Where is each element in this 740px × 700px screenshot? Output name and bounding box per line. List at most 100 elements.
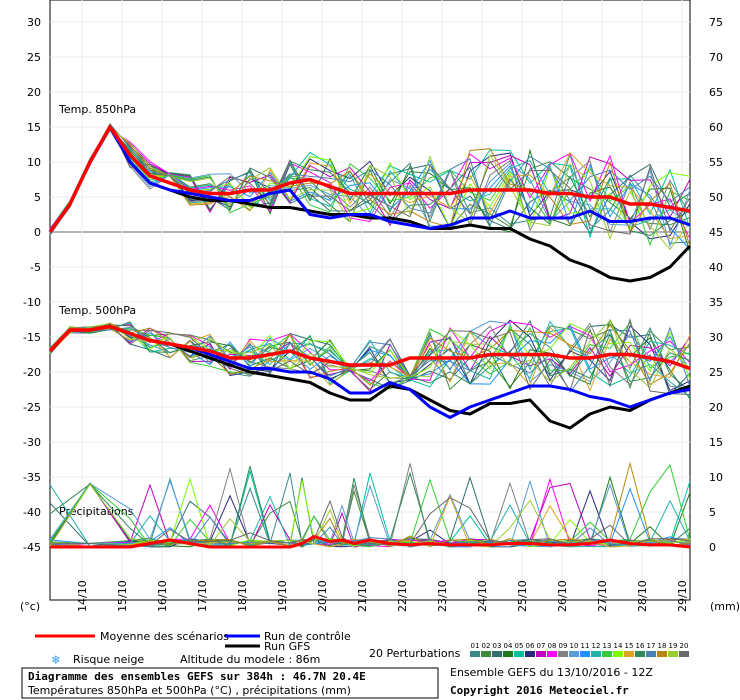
perturbation-number: 19 (669, 642, 678, 650)
left-tick-label: -10 (23, 296, 41, 309)
right-tick-label: 55 (709, 156, 723, 169)
perturbation-swatch (591, 651, 601, 657)
right-tick-label: 10 (709, 471, 723, 484)
perturbation-number: 09 (559, 642, 568, 650)
legend-gfs-label: Run GFS (264, 640, 310, 653)
perturbation-swatch (602, 651, 612, 657)
main-lines (48, 125, 692, 549)
label-t500: Temp. 500hPa (58, 304, 136, 317)
legend-mean-label: Moyenne des scénarios (100, 630, 229, 643)
right-tick-label: 35 (709, 296, 723, 309)
left-tick-label: 5 (34, 191, 41, 204)
right-tick-label: 45 (709, 226, 723, 239)
x-tick-label: 21/10 (356, 580, 369, 612)
perturbation-precip-line (49, 516, 691, 548)
x-tick-label: 15/10 (116, 580, 129, 612)
perturbation-t500-line (49, 322, 691, 390)
left-axis: 30 25 20 15 10 5 0 -5 -10 -15 -20 -25 -30 -35 -40 -45 (23, 16, 41, 554)
perturbation-swatch (492, 651, 502, 657)
left-tick-label: 30 (27, 16, 41, 29)
perturbation-swatch (635, 651, 645, 657)
perturbation-t500-line (49, 321, 691, 390)
snowflake-icon: ❄ (51, 653, 60, 668)
x-tick-label: 19/10 (276, 580, 289, 612)
perturbation-swatch (679, 651, 689, 657)
perturbation-swatch (536, 651, 546, 657)
right-tick-label: 20 (709, 401, 723, 414)
footer-title: Diagramme des ensembles GEFS sur 384h : … (28, 670, 366, 683)
legend-snow-label: Risque neige (73, 653, 144, 666)
right-tick-label: 50 (709, 191, 723, 204)
perturbation-legend: 01 02 03 04 05 06 07 08 09 10 11 12 13 14 15 16 17 18 19 20 (470, 642, 689, 657)
x-axis: 14/10 15/10 16/10 17/10 18/10 19/10 20/10 21/10… (76, 580, 689, 612)
left-tick-label: -35 (23, 471, 41, 484)
legend-control-label: Run de contrôle (264, 630, 351, 643)
right-tick-label: 40 (709, 261, 723, 274)
label-precip: Précipitations (59, 505, 134, 518)
left-tick-label: 0 (34, 226, 41, 239)
perturbation-t850-line (49, 125, 691, 240)
right-tick-label: 25 (709, 366, 723, 379)
t850-mean-line (48, 125, 691, 234)
right-tick-label: 5 (709, 506, 716, 519)
perturbation-precip-line (49, 497, 691, 547)
t500-mean-line (48, 324, 691, 371)
perturbation-swatch (624, 651, 634, 657)
legend-perturbations-label: 20 Perturbations (369, 647, 461, 660)
perturbation-swatch (547, 651, 557, 657)
x-tick-label: 22/10 (396, 580, 409, 612)
perturbation-number: 20 (680, 642, 689, 650)
perturbation-swatch (569, 651, 579, 657)
perturbation-number: 08 (548, 642, 557, 650)
right-tick-label: 65 (709, 86, 723, 99)
footer-subtitle: Températures 850hPa et 500hPa (°C) , pré… (27, 684, 351, 697)
perturbation-swatch (503, 651, 513, 657)
perturbation-t850-line (49, 125, 691, 247)
x-tick-label: 18/10 (236, 580, 249, 612)
left-tick-label: -5 (30, 261, 41, 274)
perturbation-swatch (613, 651, 623, 657)
perturbation-number: 10 (570, 642, 579, 650)
perturbation-number: 11 (581, 642, 590, 650)
perturbation-number: 07 (537, 642, 546, 650)
x-tick-label: 28/10 (636, 580, 649, 612)
perturbation-number: 13 (603, 642, 612, 650)
left-tick-label: 15 (27, 121, 41, 134)
perturbation-number: 14 (614, 642, 623, 650)
left-unit: (°c) (20, 600, 40, 613)
x-tick-label: 24/10 (476, 580, 489, 612)
left-tick-label: 25 (27, 51, 41, 64)
legend-altitude-label: Altitude du modele : 86m (180, 653, 320, 666)
perturbation-number: 06 (526, 642, 535, 650)
plot-frame (49, 0, 691, 601)
left-tick-label: -25 (23, 401, 41, 414)
perturbation-swatch (481, 651, 491, 657)
perturbation-number: 05 (515, 642, 524, 650)
x-tick-label: 25/10 (516, 580, 529, 612)
left-tick-label: 10 (27, 156, 41, 169)
right-tick-label: 75 (709, 16, 723, 29)
perturbation-precip-line (49, 465, 691, 548)
perturbation-swatch (558, 651, 568, 657)
right-tick-label: 30 (709, 331, 723, 344)
perturbation-number: 12 (592, 642, 601, 650)
perturbation-t850-line (49, 127, 691, 251)
perturbation-swatch (646, 651, 656, 657)
x-tick-label: 29/10 (676, 580, 689, 612)
x-tick-label: 20/10 (316, 580, 329, 612)
perturbation-swatch (580, 651, 590, 657)
t850-control-line (48, 125, 691, 233)
x-tick-label: 17/10 (196, 580, 209, 612)
left-tick-label: -20 (23, 366, 41, 379)
right-unit: (mm) (710, 600, 740, 613)
legend: Moyenne des scénarios Run de contrôle Ru… (35, 630, 689, 668)
grid (50, 0, 690, 600)
perturbation-t500-line (49, 320, 691, 383)
perturbation-t850-line (49, 127, 691, 237)
left-tick-label: -45 (23, 541, 41, 554)
right-tick-label: 60 (709, 121, 723, 134)
left-tick-label: -15 (23, 331, 41, 344)
perturbation-number: 04 (504, 642, 513, 650)
